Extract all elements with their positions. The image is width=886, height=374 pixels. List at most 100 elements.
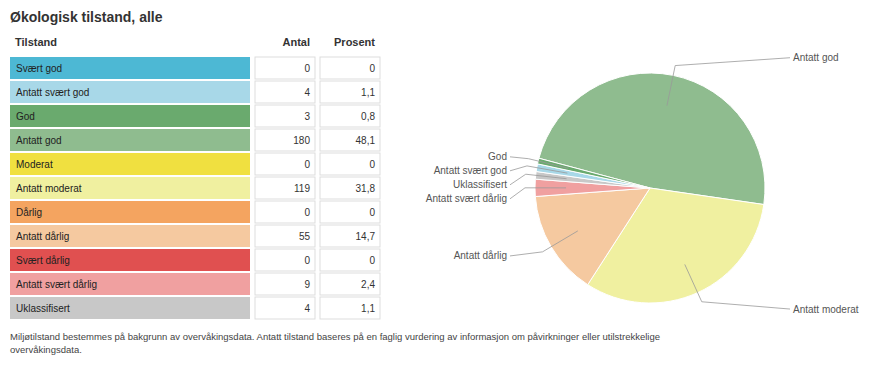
row-swatch (10, 177, 250, 199)
row-label: Svært dårlig (16, 255, 70, 266)
prosent: 2,4 (361, 279, 375, 290)
cell (255, 129, 315, 151)
cell (255, 57, 315, 79)
row-label: Uklassifisert (16, 303, 70, 314)
table-row: Moderat 0 0 (10, 153, 380, 175)
antal: 3 (304, 111, 310, 122)
row-swatch (10, 129, 250, 151)
antal: 180 (293, 135, 310, 146)
cell (320, 153, 380, 175)
table-header: Prosent (334, 36, 375, 48)
leader-line (685, 264, 790, 309)
row-swatch (10, 153, 250, 175)
table-row: Antatt svært dårlig 9 2,4 (10, 273, 380, 295)
row-swatch (10, 273, 250, 295)
cell (320, 273, 380, 295)
table-row: Svært god 0 0 (10, 57, 380, 79)
row-swatch (10, 249, 250, 271)
slice-label: Antatt god (793, 52, 839, 63)
leader-line (510, 174, 567, 185)
prosent: 48,1 (356, 135, 376, 146)
antal: 0 (304, 159, 310, 170)
row-label: Antatt svært dårlig (16, 279, 97, 290)
slice-label: Antatt moderat (793, 304, 859, 315)
cell (320, 57, 380, 79)
cell (320, 249, 380, 271)
cell (255, 297, 315, 319)
pie-labels: Antatt godAntatt moderatAntatt dårligAnt… (426, 52, 859, 314)
table-row: Antatt god 180 48,1 (10, 129, 380, 151)
pie (535, 73, 765, 303)
table-row: Antatt moderat11931,8 (10, 177, 380, 199)
title: Økologisk tilstand, alle (10, 9, 163, 25)
table-header: Tilstand (15, 36, 57, 48)
footnote: Miljøtilstand bestemmes på bakgrunn av o… (10, 331, 660, 355)
cell (320, 225, 380, 247)
table-row: Svært dårlig 0 0 (10, 249, 380, 271)
antal: 0 (304, 255, 310, 266)
slice (538, 158, 650, 188)
footnote-line: overvåkingsdata. (10, 344, 82, 355)
row-label: Antatt god (16, 135, 62, 146)
cell (320, 81, 380, 103)
leader-line (510, 157, 568, 168)
row-swatch (10, 81, 250, 103)
chart: Økologisk tilstand, alle Tilstand Antal Pro… (0, 0, 886, 374)
cell (255, 201, 315, 223)
row-swatch (10, 57, 250, 79)
prosent: 0 (369, 255, 375, 266)
prosent: 0 (369, 159, 375, 170)
table-row: Antatt svært god 4 1,1 (10, 81, 380, 103)
footnote-line: Miljøtilstand bestemmes på bakgrunn av o… (10, 331, 660, 342)
table-row: God 3 0,8 (10, 105, 380, 127)
cell (255, 177, 315, 199)
row-label: Svært god (16, 63, 62, 74)
slice-label: Antatt svært god (434, 165, 507, 176)
prosent: 0,8 (361, 111, 375, 122)
antal: 9 (304, 279, 310, 290)
cell (255, 225, 315, 247)
slice (535, 188, 650, 285)
row-swatch (10, 201, 250, 223)
cell (320, 177, 380, 199)
antal: 4 (304, 303, 310, 314)
cell (320, 297, 380, 319)
cell (255, 249, 315, 271)
cell (255, 81, 315, 103)
row-swatch (10, 297, 250, 319)
prosent: 0 (369, 207, 375, 218)
cell (255, 153, 315, 175)
row-swatch (10, 105, 250, 127)
cell (255, 273, 315, 295)
cell (320, 105, 380, 127)
antal: 0 (304, 207, 310, 218)
row-label: Antatt svært god (16, 87, 89, 98)
row-label: God (16, 111, 35, 122)
table: Tilstand Antal Prosent Svært god 0 0 Antatt sv… (10, 36, 380, 319)
cell (320, 201, 380, 223)
slice-label: God (488, 151, 507, 162)
slice-label: Antatt svært dårlig (426, 193, 507, 204)
antal: 119 (294, 183, 310, 194)
leader-line (510, 188, 566, 199)
prosent: 1,1 (361, 87, 375, 98)
antal: 0 (304, 63, 310, 74)
prosent: 14,7 (356, 231, 376, 242)
leader-line (667, 58, 790, 106)
leader-line (510, 231, 578, 256)
row-swatch (10, 225, 250, 247)
table-row: Uklassifisert 4 1,1 (10, 297, 380, 319)
table-row: Dårlig00 (10, 201, 380, 223)
leader-line (510, 166, 567, 173)
table-row: Antatt dårlig 55 14,7 (10, 225, 380, 247)
row-label: Antatt dårlig (16, 231, 69, 242)
antal: 55 (299, 231, 311, 242)
table-header: Antal (283, 36, 311, 48)
prosent: 1,1 (361, 303, 375, 314)
cell (320, 129, 380, 151)
antal: 4 (304, 87, 310, 98)
cell (255, 105, 315, 127)
row-label: Moderat (16, 159, 53, 170)
row-label: Antatt moderat (16, 183, 82, 194)
prosent: 0 (369, 63, 375, 74)
